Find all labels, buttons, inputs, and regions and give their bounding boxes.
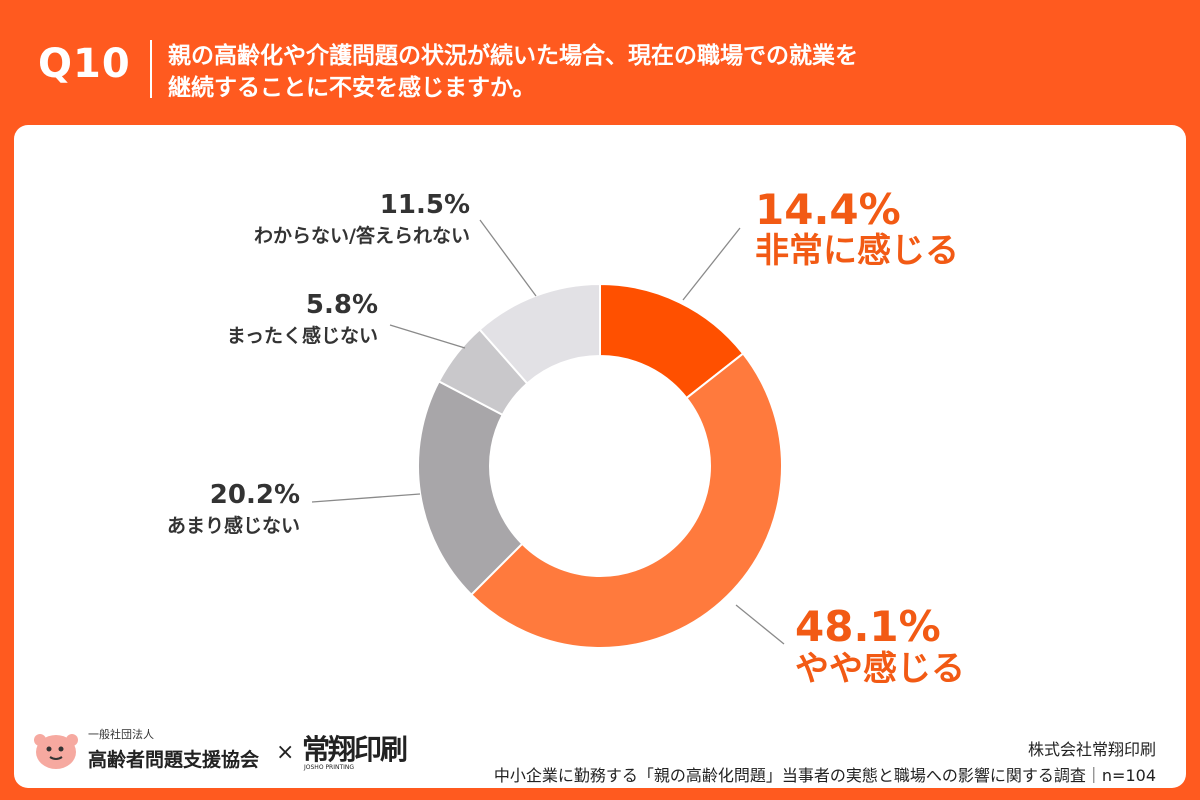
- slice-unknown: [478, 282, 601, 385]
- company-name: 株式会社常翔印刷: [1027, 740, 1156, 759]
- slice-not-much: [417, 379, 524, 597]
- header: Q10 親の高齢化や介護問題の状況が続いた場合、現在の職場での就業を 継続するこ…: [0, 0, 1200, 125]
- pct-label-unknown: 11.5%: [380, 190, 470, 220]
- category-label-not-much: あまり感じない: [167, 514, 300, 537]
- leader-line-very: [682, 227, 741, 301]
- category-label-unknown: わからない/答えられない: [254, 224, 470, 247]
- chart-panel: [14, 125, 1186, 788]
- mascot-icon: [34, 734, 78, 769]
- pct-label-very: 14.4%: [755, 185, 901, 234]
- leader-line-not-at-all: [389, 324, 466, 349]
- pct-label-not-at-all: 5.8%: [306, 290, 378, 320]
- category-label-somewhat: やや感じる: [795, 649, 965, 689]
- slice-somewhat: [469, 352, 783, 649]
- printing-logo: 常翔印刷: [302, 733, 408, 766]
- leader-line-not-much: [311, 493, 421, 503]
- leader-line-somewhat: [735, 604, 785, 645]
- question-text: 親の高齢化や介護問題の状況が続いた場合、現在の職場での就業を 継続することに不安…: [168, 40, 1168, 104]
- org-type: 一般社団法人: [88, 728, 154, 741]
- times-symbol: ×: [276, 740, 295, 765]
- category-label-not-at-all: まったく感じない: [227, 324, 378, 347]
- question-line-2: 継続することに不安を感じますか。: [168, 75, 536, 101]
- pct-label-somewhat: 48.1%: [795, 602, 941, 651]
- question-line-1: 親の高齢化や介護問題の状況が続いた場合、現在の職場での就業を: [168, 43, 858, 69]
- leader-line-unknown: [479, 219, 537, 297]
- survey-info: 中小企業に勤務する「親の高齢化問題」当事者の実態と職場への影響に関する調査｜n=…: [493, 766, 1156, 785]
- category-label-very: 非常に感じる: [755, 231, 959, 271]
- header-divider: [150, 40, 152, 98]
- org-name: 高齢者問題支援協会: [88, 749, 260, 771]
- pct-label-not-much: 20.2%: [210, 480, 300, 510]
- question-number: Q10: [38, 41, 131, 87]
- footer-source: 株式会社常翔印刷 中小企業に勤務する「親の高齢化問題」当事者の実態と職場への影響…: [494, 737, 1156, 789]
- printing-logo-sub: JOSHO PRINTING: [304, 764, 355, 771]
